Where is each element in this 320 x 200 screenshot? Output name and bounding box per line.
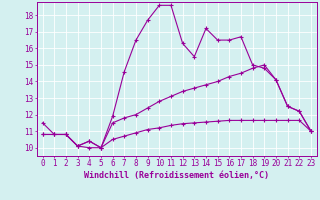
X-axis label: Windchill (Refroidissement éolien,°C): Windchill (Refroidissement éolien,°C) bbox=[84, 171, 269, 180]
